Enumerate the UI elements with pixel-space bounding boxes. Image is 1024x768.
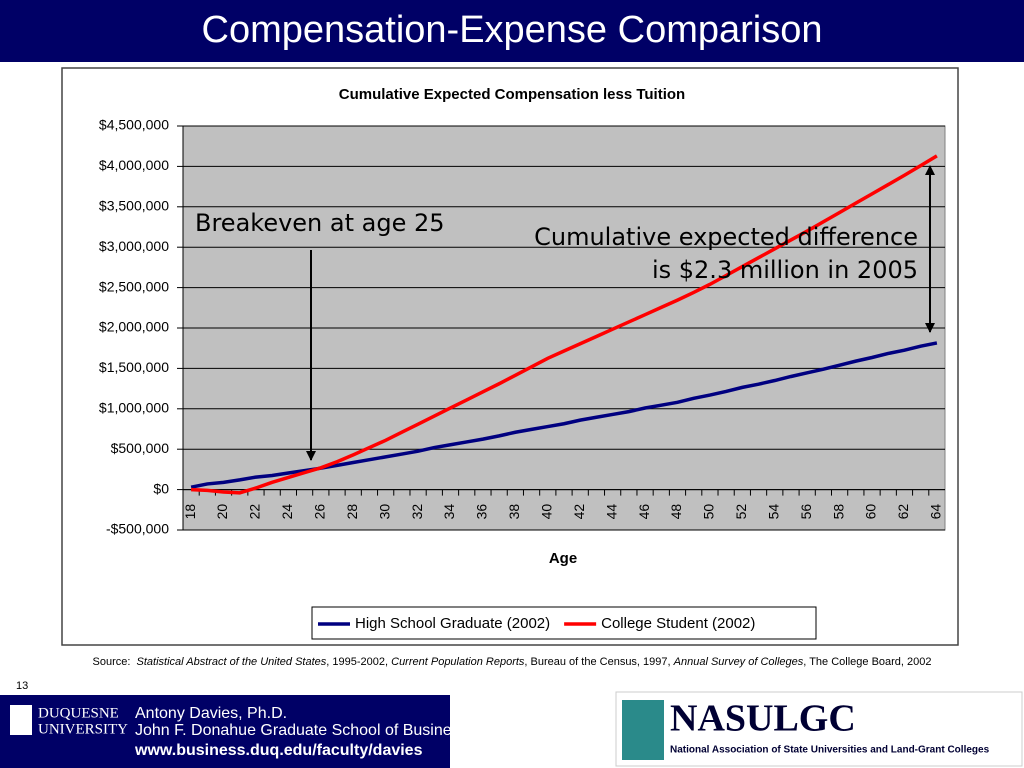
x-tick-label: 28 [344, 504, 360, 520]
partner-box [615, 691, 1023, 767]
source-part: , The College Board, 2002 [803, 656, 931, 668]
series-line [191, 154, 938, 495]
y-tick-label: $3,500,000 [99, 198, 169, 214]
y-tick-label: $2,000,000 [99, 319, 169, 335]
y-tick-label: $3,000,000 [99, 238, 169, 254]
x-tick-label: 58 [830, 504, 846, 520]
source-part: Source: [93, 656, 137, 668]
source-part: , 1995-2002, [326, 656, 391, 668]
x-tick-label: 48 [668, 504, 684, 520]
partner-full: National Association of State Universiti… [670, 745, 990, 756]
x-tick-label: 60 [863, 504, 879, 520]
partner-icon [622, 700, 664, 760]
x-tick-label: 26 [312, 504, 328, 520]
source-part: Statistical Abstract of the United State… [137, 656, 327, 668]
x-tick-label: 36 [474, 504, 490, 520]
x-tick-label: 32 [409, 504, 425, 520]
author: Antony Davies, Ph.D. [135, 705, 287, 722]
y-tick-label: $1,000,000 [99, 400, 169, 416]
legend-label: High School Graduate (2002) [355, 615, 550, 632]
x-tick-label: 34 [441, 504, 457, 520]
logo-text: UNIVERSITY [38, 721, 128, 737]
x-tick-label: 22 [247, 504, 263, 520]
x-tick-label: 18 [182, 504, 198, 520]
chart-title: Cumulative Expected Compensation less Tu… [339, 86, 685, 103]
legend-label: College Student (2002) [601, 615, 755, 632]
y-tick-label: $4,000,000 [99, 157, 169, 173]
x-tick-label: 24 [279, 504, 295, 520]
x-tick-label: 64 [928, 504, 944, 520]
slide-title: Compensation-Expense Comparison [202, 9, 823, 51]
x-axis-title: Age [549, 550, 577, 567]
logo-text: DUQUESNE [38, 705, 119, 721]
x-tick-label: 30 [376, 504, 392, 520]
x-tick-label: 50 [701, 504, 717, 520]
legend-box [311, 606, 817, 640]
x-tick-label: 40 [538, 504, 554, 520]
source-part: Current Population Reports [391, 656, 525, 668]
x-tick-label: 62 [895, 504, 911, 520]
y-tick-label: $1,500,000 [99, 359, 169, 375]
x-tick-label: 52 [733, 504, 749, 520]
x-tick-label: 42 [571, 504, 587, 520]
x-tick-label: 38 [506, 504, 522, 520]
source-part: Annual Survey of Colleges [673, 656, 804, 668]
x-tick-label: 56 [798, 504, 814, 520]
title-band [0, 0, 1024, 62]
annotation: Breakeven at age 25 [195, 209, 445, 237]
school: John F. Donahue Graduate School of Busin… [135, 722, 468, 739]
footer-band [0, 695, 450, 768]
annotation: is $2.3 million in 2005 [652, 256, 918, 284]
y-tick-label: $4,500,000 [99, 117, 169, 133]
y-tick-label: $0 [153, 480, 169, 496]
x-tick-label: 20 [214, 504, 230, 520]
x-tick-label: 44 [603, 504, 619, 520]
source-note: Source: Statistical Abstract of the Unit… [93, 656, 932, 668]
y-tick-label: $500,000 [111, 440, 170, 456]
x-tick-label: 46 [636, 504, 652, 520]
source-part: , Bureau of the Census, 1997, [524, 656, 673, 668]
y-tick-label: $2,500,000 [99, 278, 169, 294]
partner-name: NASULGC [670, 698, 856, 740]
slide-number: 13 [16, 680, 28, 692]
y-tick-label: -$500,000 [106, 521, 169, 537]
x-tick-label: 54 [765, 504, 781, 520]
url: www.business.duq.edu/faculty/davies [134, 742, 423, 759]
logo-icon [10, 705, 32, 735]
annotation: Cumulative expected difference [534, 223, 918, 251]
